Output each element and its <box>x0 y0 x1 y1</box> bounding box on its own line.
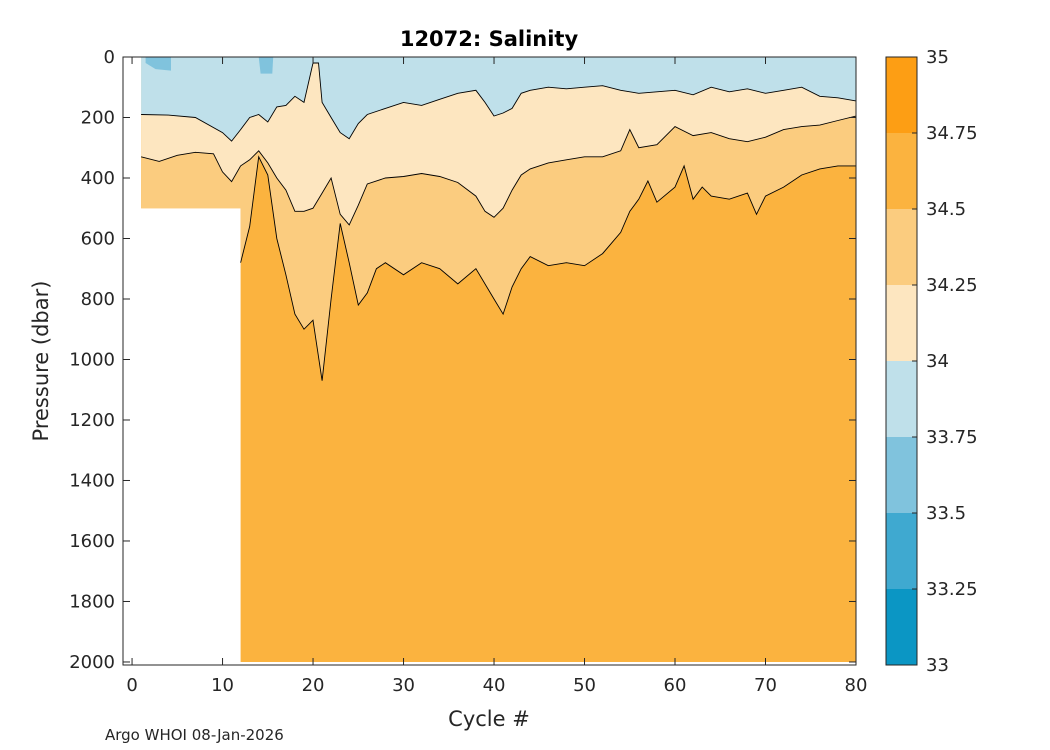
colorbar-swatch <box>886 437 917 513</box>
contour-fields <box>141 57 856 662</box>
y-tick-label: 1400 <box>69 470 115 491</box>
x-tick-label: 0 <box>126 675 137 696</box>
colorbar-tick-label: 35 <box>926 47 949 68</box>
y-tick-label: 1600 <box>69 531 115 552</box>
y-axis: 0 200 400 600 800 1000 1200 1400 1600 1800 2000 <box>69 47 856 673</box>
contour-lines <box>140 62 856 381</box>
colorbar-tick-label: 33.5 <box>926 503 966 524</box>
colorbar-tick-label: 33.25 <box>926 579 978 600</box>
x-tick-label: 80 <box>845 675 868 696</box>
colorbar-swatch <box>886 285 917 361</box>
y-tick-label: 200 <box>81 107 115 128</box>
colorbar-swatch <box>886 513 917 589</box>
colorbar-swatch <box>886 57 917 133</box>
contour-line-34.50 <box>240 155 856 381</box>
colorbar-tick-label: 33.75 <box>926 427 978 448</box>
y-axis-label: Pressure (dbar) <box>29 281 53 442</box>
colorbar-tick-label: 34 <box>926 351 949 372</box>
x-tick-label: 70 <box>754 675 777 696</box>
credit-text: Argo WHOI 08-Jan-2026 <box>105 726 284 744</box>
x-tick-label: 10 <box>211 675 234 696</box>
y-tick-label: 400 <box>81 168 115 189</box>
plot-area-border <box>122 56 857 666</box>
colorbar-swatch <box>886 133 917 209</box>
x-tick-label: 20 <box>302 675 325 696</box>
contour-line-34.00 <box>141 62 856 142</box>
x-axis-label: Cycle # <box>448 707 530 731</box>
patch-33.5-33.75 <box>258 57 274 74</box>
y-tick-label: 1800 <box>69 591 115 612</box>
y-tick-label: 800 <box>81 289 115 310</box>
contour-line-34.25 <box>140 115 856 226</box>
patch-33.5-33.75 <box>145 57 171 71</box>
colorbar-tick-label: 34.25 <box>926 275 978 296</box>
colorbar-swatch <box>886 209 917 285</box>
chart-title: 12072: Salinity <box>400 27 579 51</box>
y-tick-label: 1000 <box>69 349 115 370</box>
x-tick-label: 60 <box>664 675 687 696</box>
band-34-34.25 <box>141 57 856 225</box>
x-axis: 0 10 20 30 40 50 60 70 80 <box>126 57 867 696</box>
y-tick-label: 0 <box>104 47 115 68</box>
y-tick-label: 2000 <box>69 652 115 673</box>
x-tick-label: 30 <box>392 675 415 696</box>
colorbar-tick-label: 34.5 <box>926 199 966 220</box>
band-33.75-34 <box>141 57 856 142</box>
colorbar-swatch <box>886 589 917 665</box>
x-tick-label: 40 <box>483 675 506 696</box>
colorbar: 33 33.25 33.5 33.75 34 34.25 34.5 34.75 35 <box>885 47 978 676</box>
y-tick-label: 600 <box>81 228 115 249</box>
y-tick-label: 1200 <box>69 410 115 431</box>
colorbar-tick-label: 33 <box>926 655 949 676</box>
x-tick-label: 50 <box>573 675 596 696</box>
colorbar-swatch <box>886 361 917 437</box>
colorbar-tick-label: 34.75 <box>926 123 978 144</box>
